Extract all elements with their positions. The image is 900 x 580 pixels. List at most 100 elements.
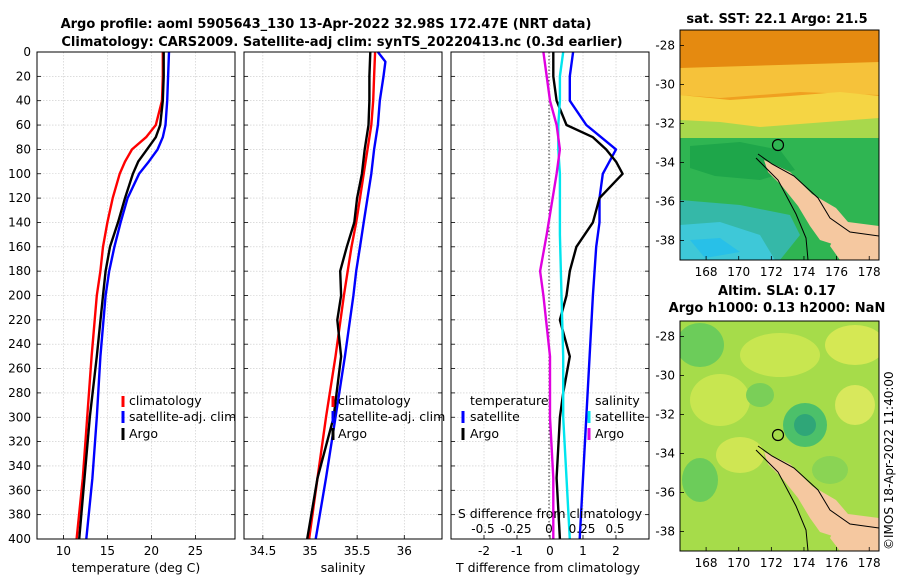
sla-map: Altim. SLA: 0.17 Argo h1000: 0.13 h2000:…	[655, 284, 885, 570]
series-line-satellite-temperature	[568, 51, 618, 540]
depth-tick-label: 400	[8, 532, 31, 546]
legend-climatology: climatology	[129, 393, 202, 408]
depth-tick-label: 160	[8, 240, 31, 254]
depth-tick-label: 40	[16, 94, 31, 108]
lon-tick-label: 168	[695, 265, 718, 279]
difference-legend-left: temperature satellite Argo	[461, 393, 549, 441]
difference-profiles	[538, 51, 624, 540]
legend-climatology: climatology	[338, 393, 411, 408]
x-tick-label: 35.5	[344, 544, 371, 558]
temperature-profiles	[75, 51, 171, 540]
legend-t-satellite: satellite	[470, 409, 520, 424]
lat-tick-label: -34	[655, 447, 675, 461]
legend-satellite: satellite-adj. clim	[338, 409, 445, 424]
lat-tick-label: -30	[655, 78, 675, 92]
series-line-argo-salinity	[538, 51, 562, 539]
lat-tick-label: -32	[655, 117, 675, 131]
s-tick-label: -0.5	[471, 522, 494, 536]
x-tick-label: 20	[144, 544, 159, 558]
lon-tick-label: 176	[825, 265, 848, 279]
depth-tick-label: 200	[8, 289, 31, 303]
depth-tick-label: 340	[8, 459, 31, 473]
legend-argo: Argo	[129, 426, 158, 441]
depth-axis-ticks: 0 20 40 60 80 100 120 140 160 180 200 220 240 260 280 3…	[8, 45, 31, 546]
lat-tick-label: -30	[655, 369, 675, 383]
lon-tick-label: 178	[858, 265, 881, 279]
depth-tick-label: 320	[8, 435, 31, 449]
imos-credit: ©IMOS 18-Apr-2022 11:40:00	[882, 371, 896, 550]
depth-tick-label: 0	[23, 45, 31, 59]
sst-map: sat. SST: 22.1 Argo: 21.5 -28 -30 -32 -34 -3…	[655, 12, 880, 279]
salinity-axis-ticks: 34.5 35 35.5 36	[249, 544, 411, 558]
salinity-grid	[244, 51, 442, 540]
salinity-profiles	[306, 51, 387, 540]
depth-tick-label: 80	[16, 142, 31, 156]
lat-tick-label: -34	[655, 156, 675, 170]
lat-tick-label: -36	[655, 486, 675, 500]
legend-satellite: satellite-adj. clim	[129, 409, 236, 424]
legend-s-argo: Argo	[595, 426, 624, 441]
depth-tick-label: 380	[8, 508, 31, 522]
x-tick-label: 25	[188, 544, 203, 558]
s-difference-xlabel: S difference from climatology	[458, 506, 643, 521]
temperature-grid	[37, 51, 235, 540]
argo-position-marker	[771, 428, 785, 442]
series-line-climatology	[75, 52, 165, 540]
sla-map-axis-ticks: -28 -30 -32 -34 -36 -38 168 170 172 174 176 178	[655, 330, 880, 570]
series-line-satellite-adj-clim	[314, 51, 387, 540]
temperature-xlabel: temperature (deg C)	[72, 560, 201, 575]
x-tick-label: -1	[511, 544, 523, 558]
temperature-panel: 0 20 40 60 80 100 120 140 160 180 200 220 240 260 280 3…	[8, 45, 236, 575]
x-tick-label: 0	[546, 544, 554, 558]
sst-map-axis-ticks: -28 -30 -32 -34 -36 -38 168 170 172 174 176 178	[655, 39, 880, 279]
depth-tick-label: 220	[8, 313, 31, 327]
temperature-axis-ticks: 10 15 20 25	[56, 544, 203, 558]
x-tick-label: 35	[302, 544, 317, 558]
x-tick-label: -2	[478, 544, 490, 558]
series-line-satellite-adj-clim	[85, 51, 171, 540]
lon-tick-label: 170	[727, 556, 750, 570]
temperature-legend: climatology satellite-adj. clim Argo	[121, 393, 236, 441]
x-tick-label: 36	[397, 544, 412, 558]
legend-salinity: salinity	[595, 393, 640, 408]
x-tick-label: 1	[579, 544, 587, 558]
legend-t-argo: Argo	[470, 426, 499, 441]
s-tick-label: 0.5	[605, 522, 624, 536]
lat-tick-label: -38	[655, 234, 675, 248]
s-tick-label: -0.25	[500, 522, 531, 536]
lon-tick-label: 172	[760, 556, 783, 570]
figure-title-line1: Argo profile: aoml 5905643_130 13-Apr-20…	[61, 17, 592, 32]
series-line-argo	[78, 52, 165, 540]
depth-tick-label: 300	[8, 410, 31, 424]
lat-tick-label: -28	[655, 330, 675, 344]
legend-argo: Argo	[338, 426, 367, 441]
series-line-argo	[306, 51, 372, 540]
series-line-climatology	[307, 51, 377, 540]
x-tick-label: 10	[56, 544, 71, 558]
salinity-xlabel: salinity	[321, 560, 366, 575]
figure-title-line2: Climatology: CARS2009. Satellite-adj cli…	[61, 35, 622, 50]
lon-tick-label: 178	[858, 556, 881, 570]
legend-temperature: temperature	[470, 393, 549, 408]
depth-tick-label: 60	[16, 118, 31, 132]
lat-tick-label: -32	[655, 408, 675, 422]
depth-tick-label: 120	[8, 191, 31, 205]
difference-legend-right: salinity satellite Argo	[587, 393, 645, 441]
depth-tick-label: 260	[8, 362, 31, 376]
x-tick-label: 34.5	[249, 544, 276, 558]
depth-tick-label: 20	[16, 69, 31, 83]
lon-tick-label: 170	[727, 265, 750, 279]
s-difference-axis-ticks: -0.5 -0.25 0 0.25 0.5	[471, 522, 624, 536]
series-line-satellite-salinity	[557, 51, 571, 540]
s-tick-label: 0.25	[569, 522, 596, 536]
salinity-legend: climatology satellite-adj. clim Argo	[331, 393, 445, 441]
sst-map-title: sat. SST: 22.1 Argo: 21.5	[686, 12, 867, 27]
sla-map-title-line1: Altim. SLA: 0.17	[718, 284, 836, 299]
lat-tick-label: -28	[655, 39, 675, 53]
depth-tick-label: 240	[8, 337, 31, 351]
s-tick-label: 0	[545, 522, 553, 536]
depth-tick-label: 280	[8, 386, 31, 400]
depth-tick-label: 140	[8, 215, 31, 229]
lat-tick-label: -36	[655, 195, 675, 209]
